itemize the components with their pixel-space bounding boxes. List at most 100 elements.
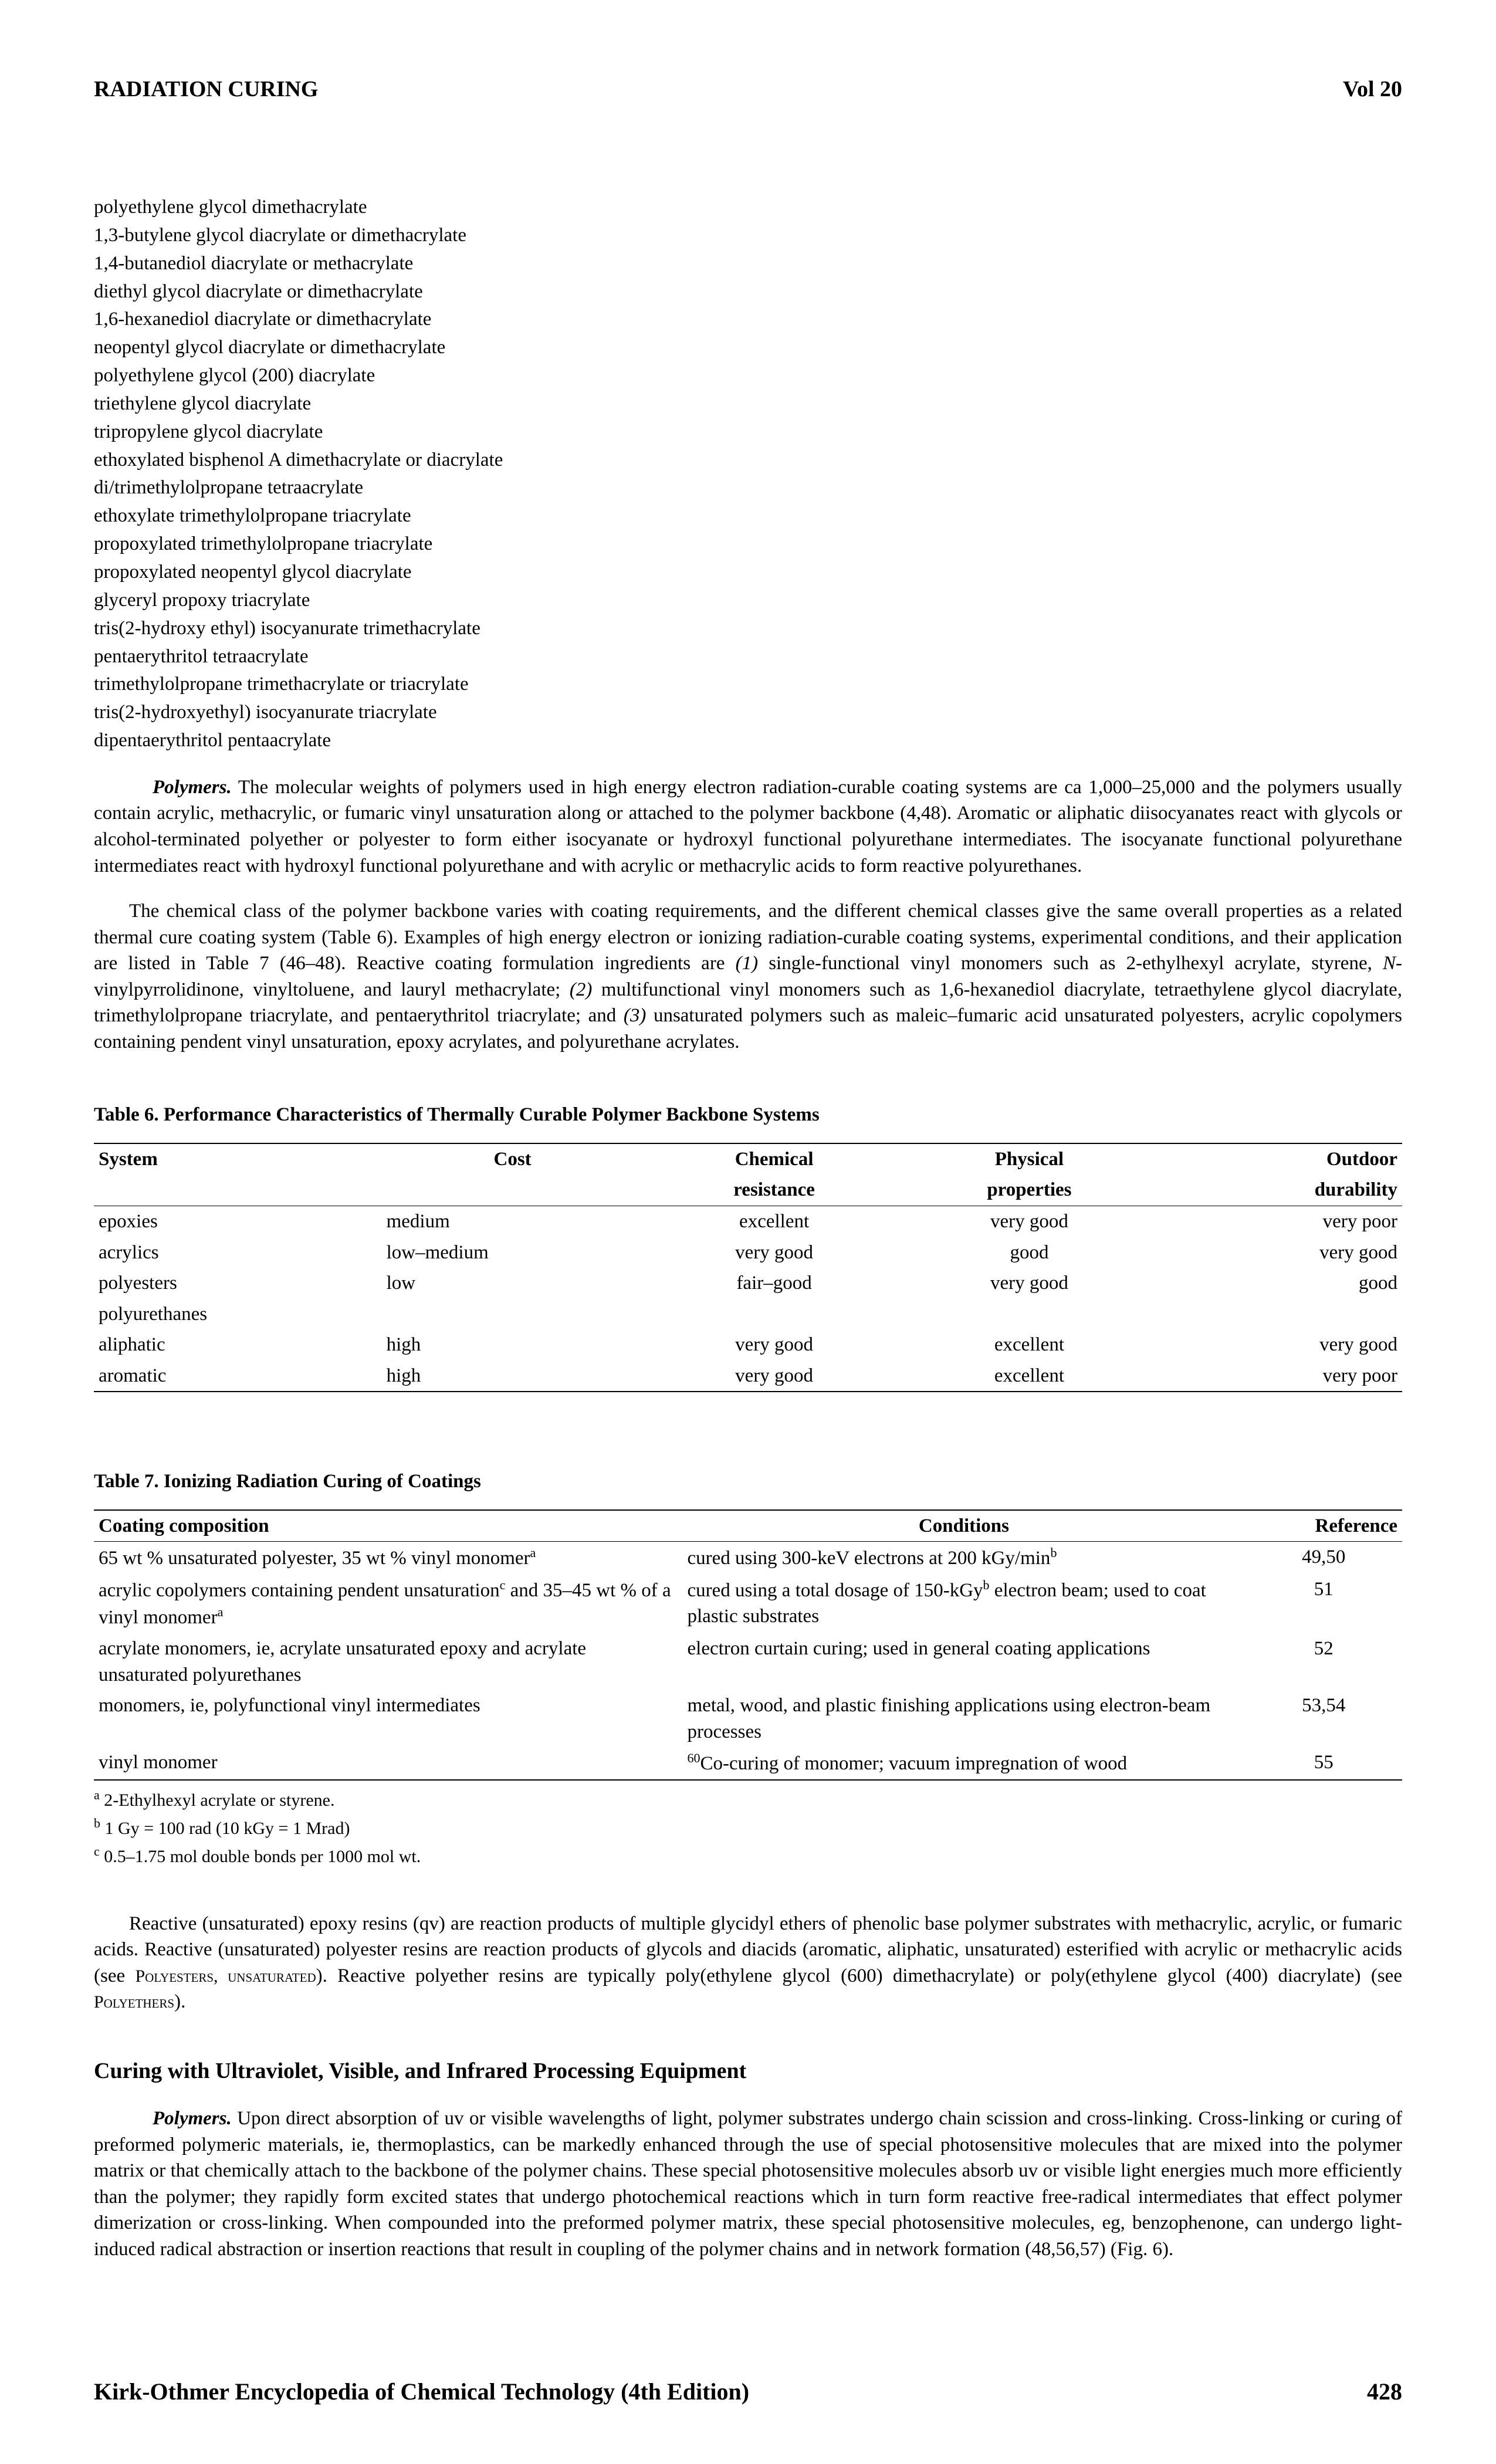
table-cell: 55 <box>1245 1747 1402 1780</box>
table-cell: monomers, ie, polyfunctional vinyl inter… <box>94 1690 683 1747</box>
table-row: aromatichighvery goodexcellentvery poor <box>94 1360 1402 1392</box>
list-item: triethylene glycol diacrylate <box>94 390 1402 418</box>
list-item: dipentaerythritol pentaacrylate <box>94 727 1402 755</box>
p2-i1: (1) <box>736 953 758 974</box>
table-cell: metal, wood, and plastic finishing appli… <box>683 1690 1245 1747</box>
table-cell: fair–good <box>644 1268 905 1299</box>
list-item: di/trimethylolpropane tetraacrylate <box>94 474 1402 502</box>
t6-h-phys2: properties <box>905 1175 1154 1206</box>
list-item: tripropylene glycol diacrylate <box>94 418 1402 446</box>
p2-b: single-functional vinyl monomers such as… <box>758 953 1383 974</box>
p2-i2: (2) <box>570 979 592 1000</box>
table6: System Cost Chemical Physical Outdoor re… <box>94 1143 1402 1392</box>
footnote-a: a 2-Ethylhexyl acrylate or styrene. <box>94 1785 1402 1813</box>
table-cell: very good <box>644 1329 905 1360</box>
page-footer: Kirk-Othmer Encyclopedia of Chemical Tec… <box>94 2378 1402 2405</box>
table-row: 65 wt % unsaturated polyester, 35 wt % v… <box>94 1542 1402 1574</box>
table-cell: cured using a total dosage of 150-kGyb e… <box>683 1574 1245 1633</box>
table-cell: very good <box>905 1268 1154 1299</box>
list-item: polyethylene glycol (200) diacrylate <box>94 362 1402 390</box>
footnote-b: b 1 Gy = 100 rad (10 kGy = 1 Mrad) <box>94 1813 1402 1842</box>
list-item: ethoxylated bisphenol A dimethacrylate o… <box>94 446 1402 475</box>
section2-title: Curing with Ultraviolet, Visible, and In… <box>94 2056 1402 2086</box>
table-row: epoxiesmediumexcellentvery goodvery poor <box>94 1206 1402 1237</box>
table-cell: 52 <box>1245 1633 1402 1690</box>
table-cell: excellent <box>905 1329 1154 1360</box>
page-content: polyethylene glycol dimethacrylate1,3-bu… <box>94 76 1402 2263</box>
list-item: 1,6-hexanediol diacrylate or dimethacryl… <box>94 306 1402 334</box>
table-cell: aliphatic <box>94 1329 382 1360</box>
list-item: pentaerythritol tetraacrylate <box>94 643 1402 671</box>
table-cell: high <box>382 1360 644 1392</box>
p2-n: N <box>1383 953 1396 974</box>
t7-h-cond: Conditions <box>683 1510 1245 1542</box>
table-cell: good <box>905 1237 1154 1268</box>
table7: Coating composition Conditions Reference… <box>94 1509 1402 1781</box>
table-cell: vinyl monomer <box>94 1747 683 1780</box>
polymers-paragraph-1: Polymers. The molecular weights of polym… <box>94 774 1402 879</box>
table-cell: acrylate monomers, ie, acrylate unsatura… <box>94 1633 683 1690</box>
table-cell: 53,54 <box>1245 1690 1402 1747</box>
monomer-list: polyethylene glycol dimethacrylate1,3-bu… <box>94 194 1402 755</box>
list-item: propoxylated trimethylolpropane triacryl… <box>94 530 1402 559</box>
table-cell: aromatic <box>94 1360 382 1392</box>
table7-title: Table 7. Ionizing Radiation Curing of Co… <box>94 1468 1402 1495</box>
table-row: polyesterslowfair–goodvery goodgood <box>94 1268 1402 1299</box>
table-cell: 51 <box>1245 1574 1402 1633</box>
table-row: acrylate monomers, ie, acrylate unsatura… <box>94 1633 1402 1690</box>
page: RADIATION CURING Vol 20 polyethylene gly… <box>0 0 1496 2464</box>
t7-h-comp: Coating composition <box>94 1510 683 1542</box>
table7-footnotes: a 2-Ethylhexyl acrylate or styrene. b 1 … <box>94 1785 1402 1870</box>
table-cell <box>1153 1299 1402 1330</box>
table-cell: 49,50 <box>1245 1542 1402 1574</box>
table-cell: excellent <box>905 1360 1154 1392</box>
rp-sc1: Polyesters, unsaturated <box>135 1967 316 1986</box>
table-cell: high <box>382 1329 644 1360</box>
table-cell: polyurethanes <box>94 1299 382 1330</box>
polymers-paragraph-2: The chemical class of the polymer backbo… <box>94 898 1402 1055</box>
footer-right: 428 <box>1367 2378 1402 2405</box>
list-item: tris(2-hydroxy ethyl) isocyanurate trime… <box>94 615 1402 643</box>
t6-h-phys: Physical <box>905 1143 1154 1175</box>
table-cell: very good <box>1153 1237 1402 1268</box>
list-item: propoxylated neopentyl glycol diacrylate <box>94 559 1402 587</box>
footnote-c: c 0.5–1.75 mol double bonds per 1000 mol… <box>94 1842 1402 1870</box>
table-row: monomers, ie, polyfunctional vinyl inter… <box>94 1690 1402 1747</box>
rp-b: ). Reactive polyether resins are typical… <box>316 1965 1402 1986</box>
running-header-right: Vol 20 <box>1343 76 1402 102</box>
list-item: 1,3-butylene glycol diacrylate or dimeth… <box>94 222 1402 250</box>
t6-h-chem: Chemical <box>644 1143 905 1175</box>
list-item: polyethylene glycol dimethacrylate <box>94 194 1402 222</box>
table-cell: 60Co-curing of monomer; vacuum impregnat… <box>683 1747 1245 1780</box>
t6-h-out: Outdoor <box>1153 1143 1402 1175</box>
list-item: tris(2-hydroxyethyl) isocyanurate triacr… <box>94 699 1402 727</box>
table-row: acrylicslow–mediumvery goodgoodvery good <box>94 1237 1402 1268</box>
list-item: neopentyl glycol diacrylate or dimethacr… <box>94 334 1402 362</box>
running-header-left: RADIATION CURING <box>94 76 319 102</box>
table-cell: epoxies <box>94 1206 382 1237</box>
list-item: 1,4-butanediol diacrylate or methacrylat… <box>94 250 1402 278</box>
reactive-paragraph: Reactive (unsaturated) epoxy resins (qv)… <box>94 1911 1402 2015</box>
table-cell: very good <box>905 1206 1154 1237</box>
table-cell: polyesters <box>94 1268 382 1299</box>
section2-heading: Polymers. <box>153 2108 232 2129</box>
t6-h-out2: durability <box>1153 1175 1402 1206</box>
table-row: acrylic copolymers containing pendent un… <box>94 1574 1402 1633</box>
table-cell: cured using 300-keV electrons at 200 kGy… <box>683 1542 1245 1574</box>
table-cell <box>644 1299 905 1330</box>
table6-title: Table 6. Performance Characteristics of … <box>94 1102 1402 1128</box>
t6-h-chem2: resistance <box>644 1175 905 1206</box>
table-cell: excellent <box>644 1206 905 1237</box>
table-row: aliphatichighvery goodexcellentvery good <box>94 1329 1402 1360</box>
table-cell <box>382 1299 644 1330</box>
t7-h-ref: Reference <box>1245 1510 1402 1542</box>
rp-sc2: Polyethers <box>94 1992 174 2012</box>
p2-i3: (3) <box>624 1005 646 1026</box>
table-cell: low <box>382 1268 644 1299</box>
table-cell: good <box>1153 1268 1402 1299</box>
list-item: ethoxylate trimethylolpropane triacrylat… <box>94 502 1402 530</box>
table-cell: very good <box>644 1237 905 1268</box>
table-cell: acrylic copolymers containing pendent un… <box>94 1574 683 1633</box>
rp-c: ). <box>174 1991 185 2012</box>
t6-h-cost: Cost <box>382 1143 644 1175</box>
